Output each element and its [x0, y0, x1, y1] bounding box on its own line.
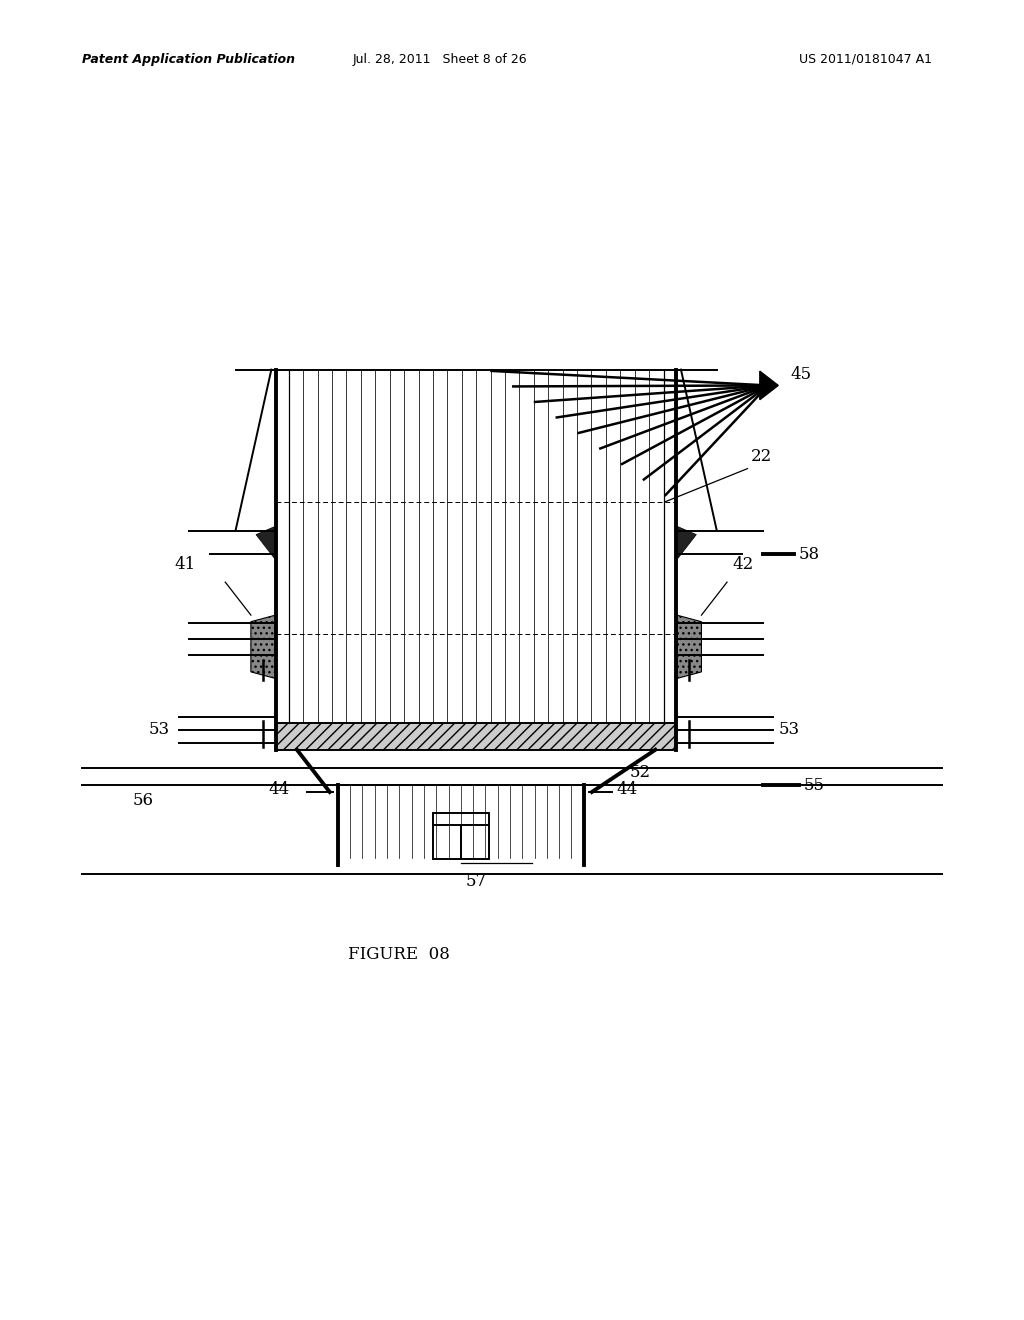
- Text: 44: 44: [268, 781, 290, 797]
- Polygon shape: [677, 615, 701, 678]
- Text: Jul. 28, 2011   Sheet 8 of 26: Jul. 28, 2011 Sheet 8 of 26: [353, 53, 527, 66]
- Polygon shape: [256, 527, 274, 558]
- Polygon shape: [678, 527, 696, 558]
- Text: FIGURE  08: FIGURE 08: [348, 946, 450, 964]
- Text: 58: 58: [799, 546, 820, 562]
- Text: Patent Application Publication: Patent Application Publication: [82, 53, 295, 66]
- Text: 41: 41: [174, 557, 196, 573]
- Bar: [432, 813, 488, 859]
- Text: 45: 45: [791, 367, 812, 383]
- Text: US 2011/0181047 A1: US 2011/0181047 A1: [799, 53, 932, 66]
- Text: 56: 56: [133, 792, 155, 809]
- Text: 42: 42: [732, 557, 754, 573]
- Text: 53: 53: [778, 722, 800, 738]
- Text: 55: 55: [804, 777, 825, 793]
- Text: 22: 22: [751, 447, 772, 465]
- Text: 53: 53: [148, 722, 170, 738]
- Polygon shape: [760, 371, 778, 400]
- Polygon shape: [251, 615, 275, 678]
- Text: 52: 52: [630, 764, 651, 780]
- Text: 44: 44: [616, 781, 638, 797]
- Text: 57: 57: [466, 873, 487, 890]
- Bar: [276, 723, 676, 750]
